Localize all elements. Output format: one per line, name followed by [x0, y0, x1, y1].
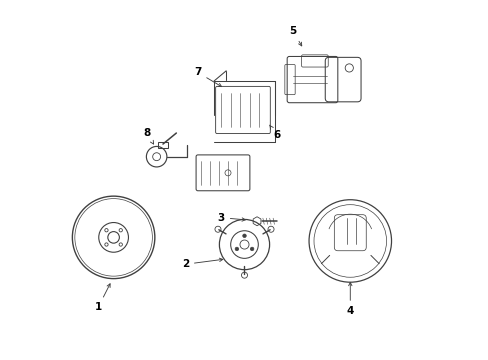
- Circle shape: [235, 247, 238, 251]
- Text: 6: 6: [269, 125, 280, 140]
- Text: 7: 7: [194, 67, 221, 87]
- Text: 4: 4: [346, 282, 353, 316]
- Bar: [158, 142, 167, 148]
- Circle shape: [250, 247, 253, 251]
- Text: 8: 8: [143, 129, 153, 144]
- Text: 2: 2: [182, 258, 223, 269]
- Text: 1: 1: [94, 284, 110, 312]
- Circle shape: [242, 234, 246, 238]
- Text: 5: 5: [289, 26, 301, 46]
- Text: 3: 3: [217, 213, 245, 222]
